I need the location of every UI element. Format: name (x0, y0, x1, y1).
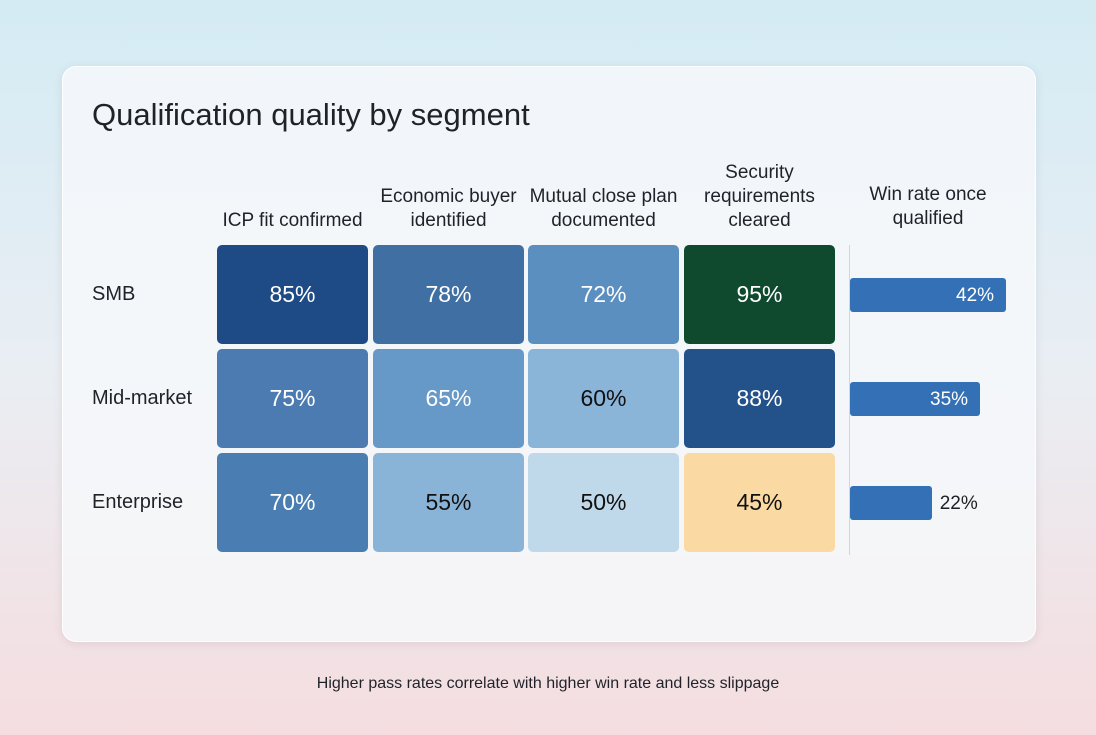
footnote: Higher pass rates correlate with higher … (316, 675, 780, 692)
chart-title: Qualification quality by segment (92, 97, 530, 132)
win-rate-label: 35% (930, 389, 969, 410)
column-header: ICP fit confirmed (222, 210, 363, 231)
heatmap-cell: 95% (684, 245, 835, 344)
win-rate-label: 22% (939, 493, 978, 514)
column-header: Economic buyer identified (380, 186, 517, 231)
column-header: Mutual close plan documented (529, 186, 678, 231)
row-label: Mid-market (92, 387, 193, 409)
bar-axis (849, 245, 850, 555)
heatmap-cell: 60% (528, 349, 679, 448)
win-rate-bar (850, 382, 980, 416)
heatmap-cell: 75% (217, 349, 368, 448)
heatmap-cell: 70% (217, 453, 368, 552)
heatmap-cell: 78% (373, 245, 524, 344)
chart-card: Qualification quality by segment ICP fit… (62, 66, 1036, 642)
heatmap-cell: 88% (684, 349, 835, 448)
row-label: Enterprise (92, 491, 184, 513)
win-rate-bar (850, 486, 932, 520)
win-rate-bar (850, 278, 1006, 312)
heatmap-cell: 45% (684, 453, 835, 552)
row-label: SMB (92, 283, 136, 305)
heatmap-cell: 55% (373, 453, 524, 552)
heatmap-cell: 72% (528, 245, 679, 344)
win-rate-label: 42% (956, 285, 995, 306)
heatmap-cell: 65% (373, 349, 524, 448)
column-header: Security requirements cleared (704, 162, 815, 231)
win-rate-header: Win rate once qualified (869, 184, 987, 229)
heatmap-cell: 85% (217, 245, 368, 344)
heatmap-cell: 50% (528, 453, 679, 552)
